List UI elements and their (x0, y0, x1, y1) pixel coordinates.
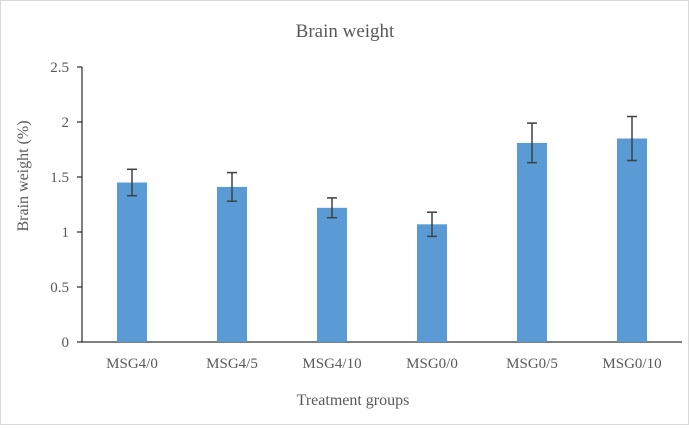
y-tick-label: 0 (62, 335, 70, 351)
x-tick-label: MSG4/5 (206, 356, 258, 372)
bar (317, 207, 347, 342)
bar (417, 224, 447, 342)
bar (117, 182, 147, 342)
x-tick-label: MSG0/10 (602, 356, 661, 372)
y-tick-label: 2.5 (50, 60, 69, 76)
y-tick-label: 0.5 (50, 280, 69, 296)
y-axis-title: Brain weight (%) (15, 120, 32, 231)
x-tick-label: MSG4/0 (106, 356, 158, 372)
x-tick-label: MSG0/0 (406, 356, 458, 372)
bar (217, 186, 247, 342)
x-tick-label: MSG4/10 (302, 356, 361, 372)
x-axis-title: Treatment groups (297, 392, 410, 409)
plot-area: 0 0.5 1 1.5 2 2.5 MSG4/0 MSG4/5 MSG4/10 MSG0/0 MSG… (50, 60, 682, 372)
x-tick-label: MSG0/5 (506, 356, 558, 372)
bar (517, 142, 547, 342)
bar (617, 138, 647, 342)
chart-title: Brain weight (296, 21, 395, 42)
y-tick-label: 2 (62, 115, 70, 131)
y-tick-label: 1.5 (50, 170, 69, 186)
y-tick-label: 1 (62, 225, 70, 241)
